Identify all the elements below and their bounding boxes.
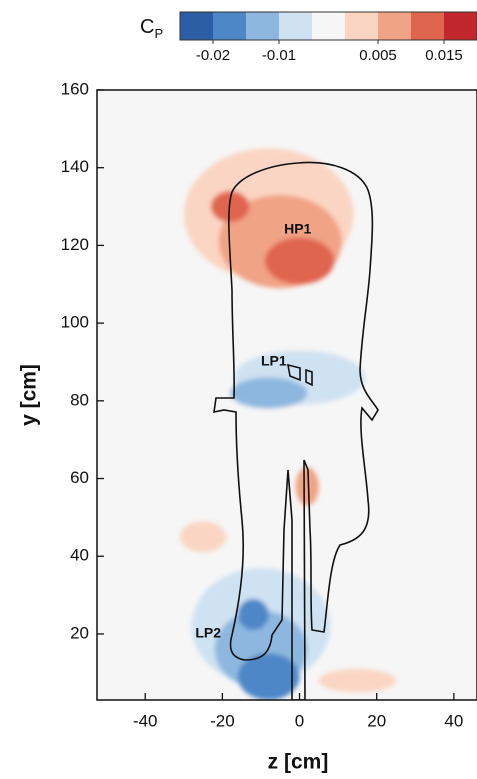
colorbar-label-sub: P (154, 26, 163, 41)
contour-region (156, 431, 250, 479)
contour-region (318, 668, 396, 693)
colorbar-tick-label: -0.01 (262, 47, 296, 64)
y-tick-label: 160 (61, 79, 89, 98)
y-tick-label: 60 (70, 468, 89, 487)
y-axis-label: y [cm] (18, 364, 41, 426)
colorbar-label-main: C (140, 16, 154, 38)
annotation: HP1 (284, 221, 311, 237)
y-tick-label: 140 (61, 157, 89, 176)
y-tick-label: 120 (61, 235, 89, 254)
x-tick-label: 0 (295, 711, 304, 730)
contour-region (295, 466, 319, 506)
colorbar-segment (444, 12, 477, 40)
body-outline (213, 161, 379, 700)
y-tick-label: 100 (61, 313, 89, 332)
annotation: LP1 (261, 353, 287, 369)
contour-region (326, 276, 389, 316)
contour-region (299, 439, 377, 479)
contour-region (179, 521, 227, 553)
x-tick-label: -20 (210, 711, 235, 730)
x-tick-label: 40 (444, 711, 463, 730)
y-tick-label: 80 (70, 390, 89, 409)
plot-frame (96, 89, 477, 701)
colorbar-segment (378, 12, 411, 40)
colorbar-segment (312, 12, 345, 40)
colorbar-segment (279, 12, 312, 40)
y-tick-label: 20 (70, 623, 89, 642)
x-axis-label: z [cm] (268, 751, 329, 774)
colorbar-label: CP (140, 16, 163, 41)
colorbar-segment (345, 12, 378, 40)
colorbar-tick-label: -0.02 (196, 47, 230, 64)
x-tick-label: -40 (133, 711, 158, 730)
contour-region (230, 377, 308, 409)
contour-region (237, 653, 300, 700)
colorbar-segment (246, 12, 279, 40)
contour-field (129, 148, 396, 700)
colorbar-tick-label: 0.005 (359, 47, 397, 64)
contour-region (264, 237, 335, 285)
colorbar-segment (180, 12, 213, 40)
annotation: LP2 (195, 625, 221, 641)
colorbar-segment (213, 12, 246, 40)
colorbar-segment (411, 12, 444, 40)
contour-region (237, 598, 269, 631)
colorbar-tick-label: 0.015 (425, 47, 463, 64)
y-tick-label: 40 (70, 546, 89, 565)
colorbar-frame (179, 11, 477, 41)
contour-region (129, 276, 238, 331)
x-tick-label: 20 (367, 711, 386, 730)
